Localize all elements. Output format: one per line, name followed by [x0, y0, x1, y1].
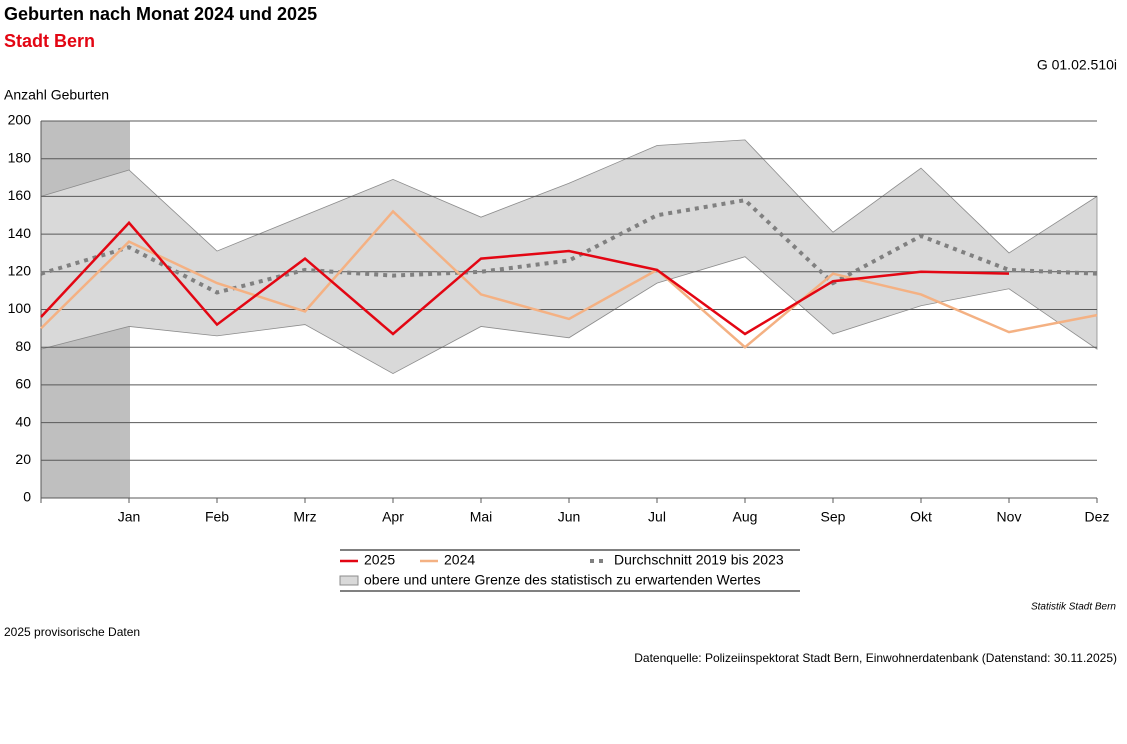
x-tick-label: Mrz	[293, 509, 316, 525]
y-axis-label: Anzahl Geburten	[4, 87, 109, 103]
y-tick-label: 160	[8, 187, 32, 203]
y-tick-label: 140	[8, 225, 32, 241]
x-tick-label: Jun	[558, 509, 581, 525]
legend-swatch	[339, 575, 359, 586]
y-tick-label: 200	[8, 112, 32, 128]
series-line	[40, 220, 1010, 336]
y-tick-label: 80	[15, 338, 31, 354]
x-tick-label: Dez	[1085, 509, 1110, 525]
legend-label: obere und untere Grenze des statistisch …	[364, 572, 761, 588]
chart-title: Geburten nach Monat 2024 und 2025	[4, 4, 317, 24]
legend-label: Durchschnitt 2019 bis 2023	[614, 552, 784, 568]
x-tick-label: Okt	[910, 509, 932, 525]
legend-label: 2025	[364, 552, 395, 568]
legend-label: 2024	[444, 552, 475, 568]
y-tick-label: 120	[8, 263, 32, 279]
x-tick-label: Nov	[997, 509, 1022, 525]
y-tick-label: 180	[8, 149, 32, 165]
chart-subtitle: Stadt Bern	[4, 31, 95, 51]
source-org: Statistik Stadt Bern	[1031, 602, 1116, 613]
y-tick-label: 20	[15, 451, 31, 467]
y-tick-label: 100	[8, 300, 32, 316]
x-tick-label: Mai	[470, 509, 493, 525]
chart-code: G 01.02.510i	[1037, 57, 1117, 73]
note: 2025 provisorische Daten	[4, 625, 140, 639]
x-tick-label: Jul	[648, 509, 666, 525]
x-tick-label: Apr	[382, 509, 404, 525]
series-line	[40, 198, 1098, 295]
x-tick-label: Feb	[205, 509, 229, 525]
source: Datenquelle: Polizeiinspektorat Stadt Be…	[634, 651, 1117, 665]
x-tick-label: Jan	[118, 509, 141, 525]
y-tick-label: 0	[23, 489, 31, 505]
x-tick-label: Aug	[733, 509, 758, 525]
y-tick-label: 40	[15, 413, 31, 429]
x-tick-label: Sep	[821, 509, 846, 525]
y-tick-label: 60	[15, 376, 31, 392]
band-area	[40, 139, 1098, 375]
series-line	[40, 209, 1098, 349]
